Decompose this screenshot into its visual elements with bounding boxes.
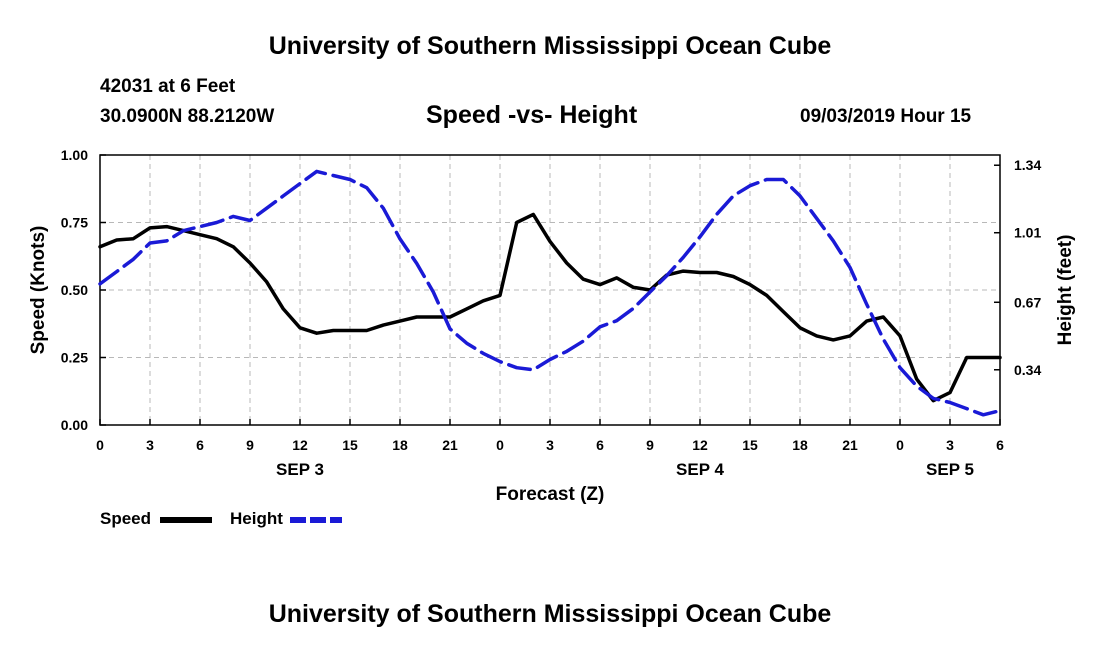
series-line-speed: [98, 212, 1002, 403]
x-tick-label: 15: [742, 437, 758, 453]
y-tick-label: 0.50: [61, 282, 88, 298]
y2-tick-label: 0.34: [1014, 362, 1041, 378]
footer-title: University of Southern Mississippi Ocean…: [268, 600, 832, 628]
y2-tick-label: 0.67: [1014, 294, 1041, 310]
x-tick-label: 21: [842, 437, 858, 453]
x-tick-label: 6: [996, 437, 1004, 453]
tick-layer: 0 3 6 9 12 15 18 21 0 3 6 9 12 15 18 21 0 3 6 SEP 3 SEP 4 SEP…: [61, 147, 1042, 479]
grid-layer: [100, 155, 1000, 425]
series-line-height: [98, 169, 1002, 417]
x-axis-label: Forecast (Z): [496, 484, 605, 505]
x-tick-label: 18: [792, 437, 808, 453]
legend: Speed Height: [100, 509, 342, 528]
x-tick-label: 0: [96, 437, 104, 453]
x-tick-label: 6: [196, 437, 204, 453]
chart-title: Speed -vs- Height: [426, 101, 638, 129]
x-tick-label: 15: [342, 437, 358, 453]
x-tick-label: 3: [146, 437, 154, 453]
legend-speed-label: Speed: [100, 509, 151, 528]
x-tick-label: 18: [392, 437, 408, 453]
x-tick-label: 0: [896, 437, 904, 453]
page-title: University of Southern Mississippi Ocean…: [268, 32, 832, 60]
coordinates-label: 30.0900N 88.2120W: [100, 106, 275, 127]
date-label: SEP 5: [926, 460, 974, 479]
x-tick-label: 21: [442, 437, 458, 453]
x-tick-label: 3: [546, 437, 554, 453]
legend-height-label: Height: [230, 509, 283, 528]
x-tick-label: 12: [692, 437, 708, 453]
x-tick-label: 9: [646, 437, 654, 453]
y2-axis-label: Height (feet): [1055, 235, 1076, 346]
y-tick-label: 0.25: [61, 350, 88, 366]
y2-tick-label: 1.34: [1014, 157, 1041, 173]
x-tick-label: 6: [596, 437, 604, 453]
y-tick-label: 0.75: [61, 215, 88, 231]
date-label: SEP 3: [276, 460, 324, 479]
y-axis-label: Speed (Knots): [28, 226, 49, 355]
x-tick-label: 9: [246, 437, 254, 453]
station-label: 42031 at 6 Feet: [100, 76, 236, 97]
datetime-label: 09/03/2019 Hour 15: [800, 106, 972, 127]
x-tick-label: 0: [496, 437, 504, 453]
series-layer: [98, 169, 1002, 417]
y2-tick-label: 1.01: [1014, 225, 1041, 241]
x-tick-label: 12: [292, 437, 308, 453]
x-tick-label: 3: [946, 437, 954, 453]
y-tick-label: 0.00: [61, 417, 88, 433]
y-tick-label: 1.00: [61, 147, 88, 163]
date-label: SEP 4: [676, 460, 724, 479]
